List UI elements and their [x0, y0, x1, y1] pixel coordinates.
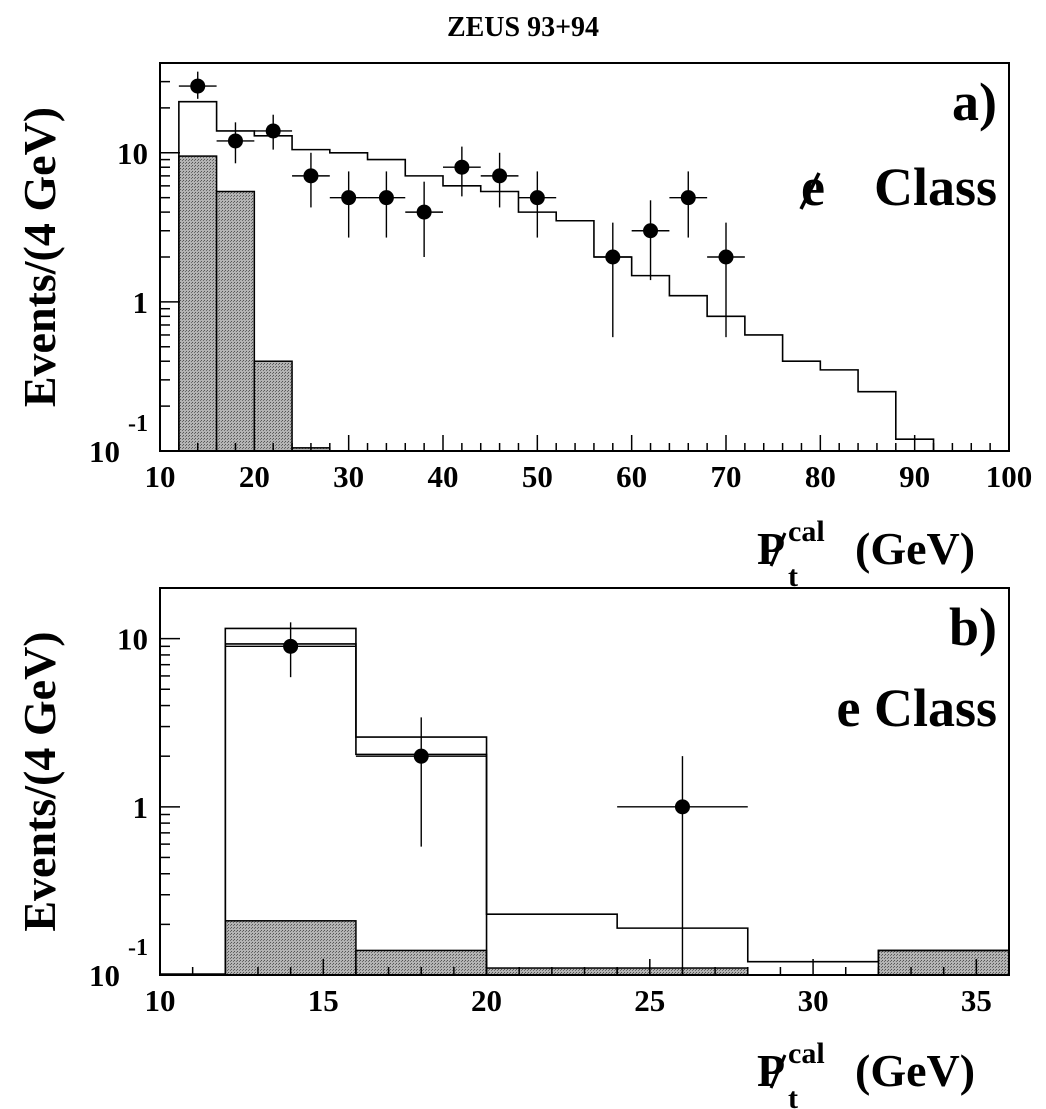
data-marker — [283, 638, 299, 654]
panel-a: 10 20 30 40 50 60 70 80 90 100 10 1 10 -1 Events/(4 Ge… — [14, 62, 1033, 593]
mc-histogram — [178, 100, 935, 451]
data-point — [707, 222, 745, 338]
y-tick-label-base: 10 — [89, 434, 120, 469]
data-marker — [227, 133, 243, 149]
data-marker — [492, 168, 508, 184]
x-axis-label: Pt cal (GeV) — [757, 515, 975, 593]
data-marker — [674, 799, 690, 815]
class-label: e Class — [837, 678, 998, 738]
x-axis-label-sup: cal — [788, 1037, 825, 1070]
y-axis-label: Events/(4 GeV) — [14, 631, 65, 931]
data-marker — [303, 168, 319, 184]
data-point — [254, 114, 293, 150]
data-marker — [378, 190, 394, 206]
y-tick-label: 10 — [117, 136, 148, 171]
class-label-text: Class — [874, 157, 997, 217]
x-axis-label-unit: (GeV) — [855, 1045, 975, 1096]
x-tick-label: 80 — [805, 459, 836, 494]
data-point — [617, 756, 748, 975]
figure-title: ZEUS 93+94 — [447, 12, 599, 43]
data-point — [329, 171, 368, 238]
y-tick-label: 10 — [117, 622, 148, 657]
x-axis-label-sub: t — [788, 1082, 798, 1109]
slash-mark — [769, 1054, 787, 1089]
panel-b: 10 15 20 25 30 35 10 1 10 -1 Events/(4 GeV) Pt cal (G… — [14, 587, 1010, 1109]
x-tick-label: 90 — [899, 459, 930, 494]
data-point — [292, 152, 330, 208]
x-axis-label-unit: (GeV) — [855, 523, 975, 574]
class-label-text: e Class — [837, 678, 998, 738]
x-axis-label-main: P — [757, 1045, 785, 1096]
x-axis-label-sup: cal — [788, 515, 825, 548]
x-tick-label: 50 — [522, 459, 553, 494]
y-tick-label: 1 — [133, 790, 149, 825]
data-marker — [643, 223, 659, 239]
data-marker — [265, 123, 281, 139]
x-tick-label: 10 — [145, 983, 176, 1018]
background-bar — [178, 155, 218, 452]
data-marker — [529, 190, 545, 206]
x-tick-label: 70 — [711, 459, 742, 494]
x-tick-label: 30 — [798, 983, 829, 1018]
x-axis-label-main: P — [757, 523, 785, 574]
data-point — [178, 71, 217, 99]
data-marker — [416, 204, 432, 220]
data-point — [216, 122, 255, 164]
x-tick-label: 20 — [239, 459, 270, 494]
data-marker — [454, 159, 470, 175]
background-bar — [253, 360, 293, 452]
background-bar — [224, 920, 357, 976]
data-point — [405, 181, 443, 257]
data-marker — [413, 748, 429, 764]
panel-label: b) — [949, 597, 997, 657]
data-marker — [605, 249, 621, 265]
x-axis-label: Pt cal (GeV) — [757, 1037, 975, 1109]
data-marker — [680, 190, 696, 206]
x-tick-label: 25 — [634, 983, 665, 1018]
y-tick-label: 1 — [133, 285, 149, 320]
data-point — [631, 200, 670, 281]
panel-label: a) — [952, 72, 997, 132]
x-tick-label: 35 — [961, 983, 992, 1018]
data-point — [480, 152, 519, 208]
data-point — [669, 171, 708, 238]
data-point — [593, 222, 632, 338]
data-marker — [190, 78, 206, 94]
data-point — [518, 171, 557, 238]
y-tick-label-exponent: -1 — [128, 411, 148, 437]
data-marker — [341, 190, 357, 206]
x-tick-label: 15 — [308, 983, 339, 1018]
class-label: Classe — [799, 157, 997, 217]
data-point — [225, 622, 356, 678]
x-tick-label: 100 — [986, 459, 1033, 494]
background-bar — [215, 190, 256, 452]
data-point — [443, 146, 481, 197]
data-point — [355, 717, 487, 847]
y-tick-label-base: 10 — [89, 958, 120, 993]
x-tick-label: 40 — [428, 459, 459, 494]
e-slash-mark — [799, 172, 821, 210]
x-tick-label: 10 — [145, 459, 176, 494]
mc-secondary-histogram — [224, 643, 488, 975]
slash-mark — [769, 532, 787, 567]
data-point — [367, 171, 406, 238]
data-marker — [718, 249, 734, 265]
y-tick-label-exponent: -1 — [128, 935, 148, 961]
y-axis-label: Events/(4 GeV) — [14, 107, 65, 407]
x-tick-label: 20 — [471, 983, 502, 1018]
x-tick-label: 30 — [333, 459, 364, 494]
x-axis-label-sub: t — [788, 560, 798, 593]
x-tick-label: 60 — [616, 459, 647, 494]
